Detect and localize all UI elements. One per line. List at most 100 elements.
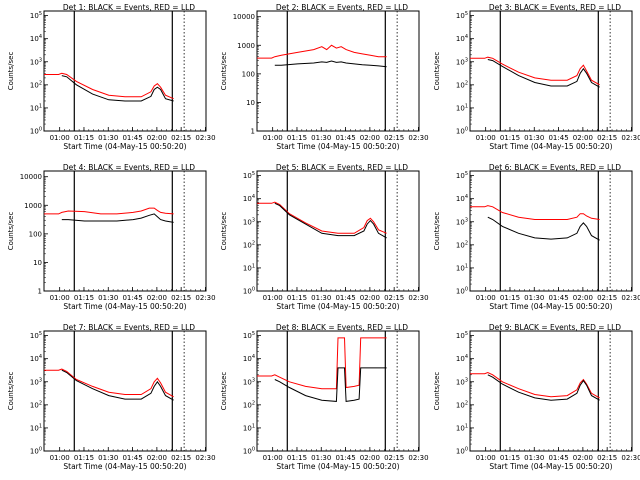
x-tick-label: 01:15 <box>287 294 307 302</box>
y-tick-label: 103 <box>30 377 42 386</box>
x-axis-label: Start Time (04-May-15 00:50:20) <box>489 302 612 311</box>
x-tick-label: 02:15 <box>384 454 404 462</box>
series-events <box>274 367 387 402</box>
y-tick-label: 102 <box>456 80 468 89</box>
x-tick-label: 01:45 <box>548 454 568 462</box>
plot-frame <box>256 10 420 132</box>
y-axis-label: Counts/sec <box>433 212 441 251</box>
x-axis-label: Start Time (04-May-15 00:50:20) <box>276 462 399 471</box>
y-tick-label: 102 <box>456 400 468 409</box>
y-tick-label: 104 <box>243 354 255 363</box>
series-lld <box>44 368 174 398</box>
x-tick-label: 01:45 <box>548 134 568 142</box>
x-tick-label: 01:00 <box>263 294 283 302</box>
x-tick-label: 02:00 <box>147 134 167 142</box>
series-events <box>61 213 174 223</box>
panel-title: Det 1: BLACK = Events, RED = LLD <box>63 3 195 12</box>
series-lld <box>44 72 174 100</box>
panel-det-6: Det 6: BLACK = Events, RED = LLD 100 101 10… <box>433 163 640 311</box>
x-tick-label: 02:00 <box>573 294 593 302</box>
x-tick-label: 01:45 <box>335 454 355 462</box>
series-events <box>487 216 600 241</box>
x-tick-label: 02:15 <box>384 134 404 142</box>
x-tick-label: 01:45 <box>122 294 142 302</box>
x-tick-label: 02:30 <box>195 454 215 462</box>
y-tick-label: 100 <box>29 230 42 238</box>
x-tick-label: 01:00 <box>476 454 496 462</box>
series-events <box>61 75 174 102</box>
panel-title: Det 5: BLACK = Events, RED = LLD <box>276 163 408 172</box>
y-tick-label: 100 <box>242 70 255 78</box>
x-tick-label: 02:15 <box>597 454 617 462</box>
y-tick-label: 103 <box>243 217 255 226</box>
y-axis-label: Counts/sec <box>220 372 228 411</box>
panel-det-2: Det 2: BLACK = Events, RED = LLD 1 10 100 10… <box>220 3 429 151</box>
plot-frame <box>469 170 633 292</box>
y-axis-label: Counts/sec <box>433 372 441 411</box>
x-tick-label: 02:30 <box>195 294 215 302</box>
y-tick-label: 105 <box>456 11 468 20</box>
x-tick-label: 02:00 <box>360 294 380 302</box>
y-tick-label: 100 <box>456 287 468 296</box>
series-events <box>61 369 174 401</box>
x-tick-label: 01:15 <box>74 134 94 142</box>
y-axis-label: Counts/sec <box>220 52 228 91</box>
y-tick-label: 1000 <box>237 42 255 50</box>
y-axis-label: Counts/sec <box>433 52 441 91</box>
y-tick-label: 105 <box>30 331 42 340</box>
x-tick-label: 01:00 <box>50 294 70 302</box>
x-tick-label: 01:15 <box>74 454 94 462</box>
panel-det-1: Det 1: BLACK = Events, RED = LLD 100 101 10… <box>7 3 216 151</box>
panel-det-7: Det 7: BLACK = Events, RED = LLD 100 101 10… <box>7 323 216 471</box>
y-tick-label: 104 <box>30 34 42 43</box>
x-tick-label: 01:15 <box>500 294 520 302</box>
x-tick-label: 02:30 <box>408 294 428 302</box>
x-tick-label: 02:30 <box>408 134 428 142</box>
x-axis-label: Start Time (04-May-15 00:50:20) <box>63 462 186 471</box>
x-tick-label: 02:15 <box>171 294 191 302</box>
y-axis-label: Counts/sec <box>7 372 15 411</box>
panel-title: Det 9: BLACK = Events, RED = LLD <box>489 323 621 332</box>
x-tick-label: 02:30 <box>195 134 215 142</box>
y-tick-label: 101 <box>456 103 468 112</box>
y-axis-label: Counts/sec <box>7 52 15 91</box>
x-tick-label: 01:30 <box>311 454 331 462</box>
x-tick-label: 01:15 <box>287 454 307 462</box>
series-lld <box>257 44 387 59</box>
y-tick-label: 100 <box>30 127 42 136</box>
x-tick-label: 01:00 <box>476 294 496 302</box>
panel-title: Det 2: BLACK = Events, RED = LLD <box>276 3 408 12</box>
y-tick-label: 105 <box>243 171 255 180</box>
y-tick-label: 104 <box>30 354 42 363</box>
x-tick-label: 01:30 <box>524 454 544 462</box>
panel-title: Det 3: BLACK = Events, RED = LLD <box>489 3 621 12</box>
x-tick-label: 02:30 <box>621 454 640 462</box>
y-tick-label: 10000 <box>233 13 255 21</box>
x-tick-label: 01:15 <box>74 294 94 302</box>
y-tick-label: 103 <box>456 57 468 66</box>
y-tick-label: 10000 <box>20 173 42 181</box>
y-tick-label: 100 <box>243 287 255 296</box>
x-tick-label: 02:30 <box>621 134 640 142</box>
y-tick-label: 105 <box>456 171 468 180</box>
y-axis-label: Counts/sec <box>220 212 228 251</box>
y-tick-label: 100 <box>30 447 42 456</box>
y-tick-label: 101 <box>456 263 468 272</box>
y-tick-label: 105 <box>243 331 255 340</box>
y-tick-label: 104 <box>456 194 468 203</box>
y-tick-label: 1000 <box>24 202 42 210</box>
series-events <box>274 202 387 239</box>
x-tick-label: 01:30 <box>311 134 331 142</box>
x-tick-label: 01:45 <box>548 294 568 302</box>
x-tick-label: 01:30 <box>524 134 544 142</box>
x-tick-label: 01:00 <box>50 454 70 462</box>
series-events <box>487 374 600 401</box>
x-axis-label: Start Time (04-May-15 00:50:20) <box>63 142 186 151</box>
panel-title: Det 8: BLACK = Events, RED = LLD <box>276 323 408 332</box>
series-events <box>487 59 600 88</box>
x-tick-label: 02:15 <box>597 294 617 302</box>
series-lld <box>470 205 600 220</box>
plot-frame <box>43 10 207 132</box>
series-lld <box>470 371 600 399</box>
plot-frame <box>256 170 420 292</box>
